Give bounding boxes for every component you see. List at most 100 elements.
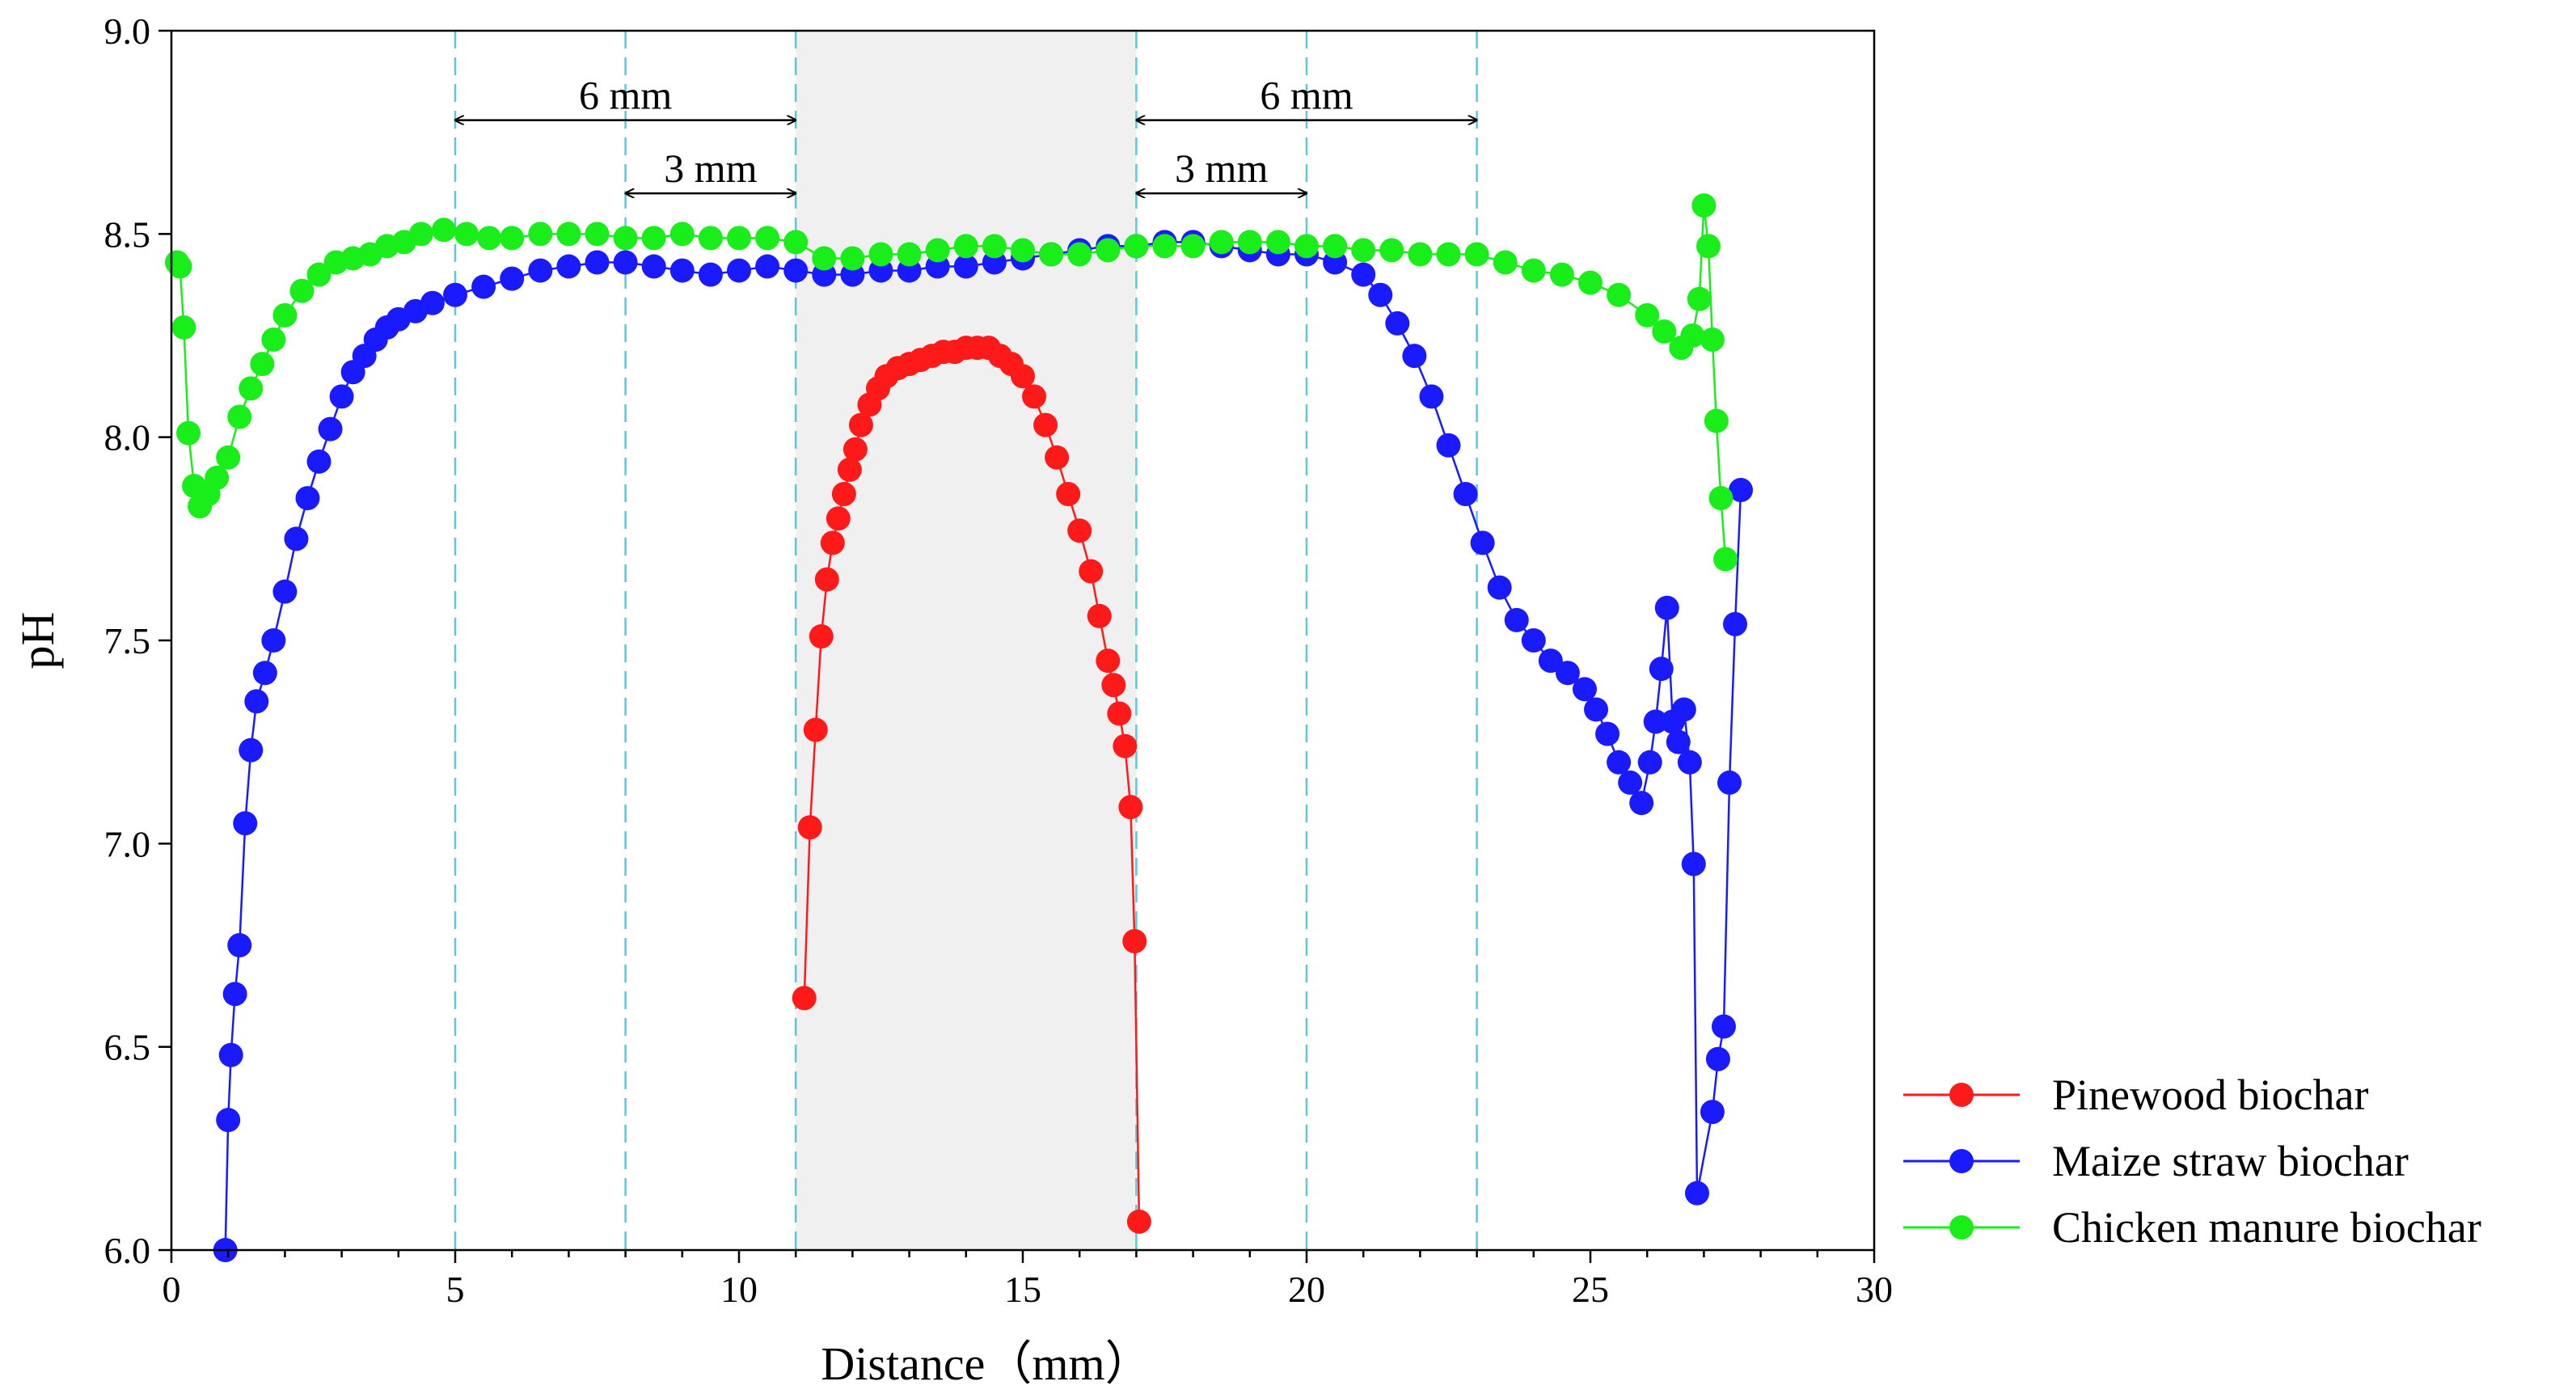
data-point — [244, 689, 269, 714]
data-point — [1351, 238, 1376, 263]
x-tick-label: 30 — [1856, 1269, 1893, 1310]
data-point — [953, 254, 978, 279]
data-point — [272, 302, 298, 327]
legend: Pinewood biochar Maize straw biochar Chick… — [1903, 1071, 2481, 1252]
data-point — [1723, 611, 1748, 636]
data-point — [727, 226, 751, 251]
data-point — [1379, 238, 1404, 263]
span-label: 3 mm — [1175, 146, 1268, 191]
data-point — [1408, 242, 1433, 267]
data-point — [306, 449, 332, 474]
y-axis-title: pH — [11, 612, 64, 670]
data-point — [1067, 518, 1092, 543]
data-point — [556, 254, 581, 279]
x-tick-label: 25 — [1572, 1269, 1609, 1310]
data-point — [727, 258, 751, 283]
data-point — [1704, 408, 1729, 433]
data-point — [1572, 677, 1597, 702]
data-point — [1538, 648, 1563, 674]
data-point — [443, 282, 467, 307]
data-point — [500, 226, 525, 251]
data-point — [585, 250, 610, 275]
data-point — [1351, 262, 1376, 287]
x-tick-label: 10 — [720, 1269, 758, 1310]
data-point — [792, 986, 817, 1011]
data-point — [809, 623, 834, 648]
x-tick-label: 20 — [1288, 1269, 1325, 1310]
data-point — [1056, 482, 1081, 507]
data-point — [1096, 238, 1121, 263]
data-point — [329, 384, 354, 409]
y-tick-label: 9.0 — [104, 11, 151, 52]
data-point — [1180, 234, 1206, 259]
y-tick-label: 6.5 — [104, 1027, 151, 1068]
data-point — [1629, 791, 1654, 816]
data-point — [1209, 230, 1234, 255]
data-point — [848, 412, 873, 437]
data-point — [1680, 323, 1705, 348]
data-point — [1079, 559, 1104, 584]
data-point — [1265, 230, 1290, 255]
data-point — [897, 242, 922, 267]
data-point — [1152, 234, 1177, 259]
data-point — [1635, 302, 1660, 327]
y-tick-label: 6.0 — [104, 1230, 151, 1271]
series-chicken-manure-biochar — [165, 193, 1738, 572]
data-point — [1237, 230, 1262, 255]
data-point — [1067, 242, 1092, 267]
data-point — [982, 234, 1007, 259]
data-point — [613, 250, 638, 275]
span-label: 6 mm — [579, 73, 672, 118]
data-point — [1493, 250, 1518, 275]
data-point — [1101, 673, 1126, 698]
data-point — [295, 486, 320, 511]
data-point — [1039, 242, 1064, 267]
data-point — [797, 815, 822, 840]
data-point — [1402, 344, 1427, 369]
data-point — [1096, 648, 1121, 674]
data-point — [1368, 282, 1393, 307]
data-point — [1521, 628, 1546, 653]
data-point — [284, 526, 309, 551]
data-point — [868, 242, 893, 267]
data-point — [812, 246, 837, 271]
data-point — [1419, 384, 1444, 409]
data-point — [167, 254, 192, 279]
data-point — [1521, 258, 1546, 283]
span-label: 3 mm — [664, 146, 757, 191]
data-point — [1696, 234, 1721, 259]
data-point — [1687, 286, 1712, 311]
data-point — [1436, 433, 1461, 458]
x-tick-label: 5 — [446, 1269, 465, 1310]
shaded-region — [796, 31, 1137, 1250]
data-point — [613, 226, 638, 251]
data-point — [477, 226, 502, 251]
data-point — [318, 416, 343, 441]
legend-marker — [1949, 1149, 1974, 1173]
legend-marker — [1949, 1083, 1974, 1107]
data-point — [1654, 595, 1679, 620]
data-point — [1122, 928, 1147, 953]
data-point — [1107, 701, 1132, 726]
data-point — [1671, 697, 1696, 722]
data-point — [431, 218, 456, 243]
data-point — [1323, 234, 1348, 259]
data-point — [826, 506, 851, 531]
data-point — [233, 811, 258, 836]
legend-marker — [1949, 1215, 1974, 1240]
data-point — [528, 258, 553, 283]
data-point — [1470, 530, 1495, 555]
data-point — [500, 266, 525, 291]
data-point — [1717, 770, 1742, 795]
data-point — [250, 352, 275, 377]
data-point — [1705, 1046, 1730, 1071]
data-point — [222, 982, 247, 1007]
y-axis-ticks: 6.0 6.5 7.0 7.5 8.0 8.5 9.0 — [104, 11, 171, 1271]
data-point — [755, 254, 780, 279]
data-point — [1385, 310, 1410, 336]
data-point — [831, 482, 856, 507]
data-point — [698, 226, 723, 251]
data-point — [1578, 270, 1603, 295]
legend-label: Pinewood biochar — [2052, 1071, 2368, 1119]
